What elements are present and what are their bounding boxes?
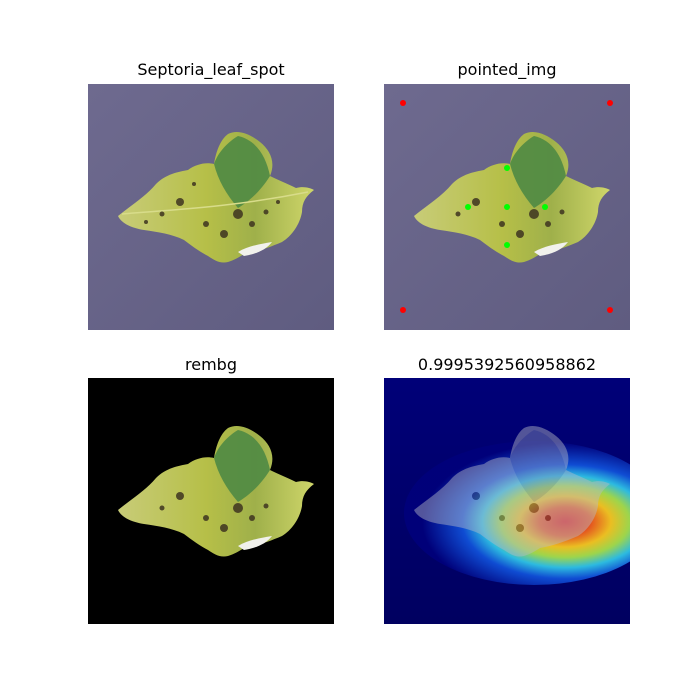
pointed-leaf-image — [384, 84, 630, 330]
panel-title-original: Septoria_leaf_spot — [137, 60, 285, 79]
corner-point — [400, 307, 406, 313]
corner-point — [607, 307, 613, 313]
leaf-point — [504, 204, 510, 210]
leaf-shape — [414, 425, 610, 557]
panel-title-score: 0.9995392560958862 — [417, 355, 597, 374]
leaf-shape — [414, 131, 610, 263]
panel-title-rembg: rembg — [185, 355, 237, 374]
rembg-leaf-image — [88, 378, 334, 624]
heatmap-leaf-image — [384, 378, 630, 624]
leaf-shape — [118, 131, 314, 263]
corner-points — [400, 100, 613, 313]
panel-title-pointed: pointed_img — [457, 60, 557, 79]
corner-point — [400, 100, 406, 106]
leaf-shape — [118, 425, 314, 557]
leaf-points — [465, 165, 548, 248]
leaf-point — [504, 165, 510, 171]
leaf-point — [504, 242, 510, 248]
corner-point — [607, 100, 613, 106]
heat-region — [404, 441, 630, 585]
original-leaf-image — [88, 84, 334, 330]
leaf-point — [542, 204, 548, 210]
leaf-point — [465, 204, 471, 210]
